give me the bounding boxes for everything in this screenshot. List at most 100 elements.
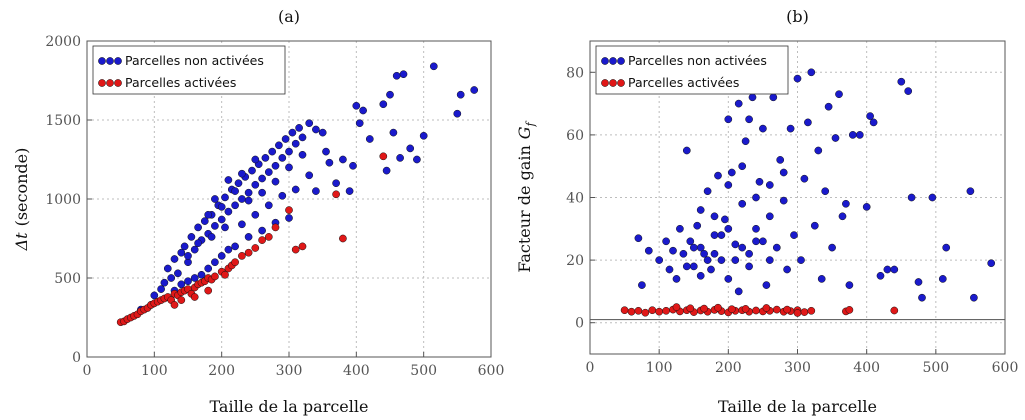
data-point-activated — [807, 306, 816, 315]
data-point-non-activated — [339, 155, 347, 164]
legend-label: Parcelles non activées — [125, 53, 264, 68]
data-point-non-activated — [828, 243, 836, 252]
data-point-non-activated — [717, 231, 726, 239]
data-point-non-activated — [783, 265, 791, 274]
data-point-non-activated — [752, 193, 760, 202]
data-point-non-activated — [731, 240, 740, 249]
data-point-non-activated — [724, 181, 733, 189]
data-point-activated — [251, 244, 260, 252]
data-point-non-activated — [217, 252, 226, 260]
data-point-activated — [890, 306, 899, 315]
legend: Parcelles non activées Parcelles activées — [595, 45, 789, 95]
data-point-non-activated — [234, 179, 243, 188]
data-point-non-activated — [672, 275, 681, 283]
data-point-non-activated — [679, 249, 688, 258]
data-point-non-activated — [396, 154, 404, 162]
data-point-non-activated — [251, 155, 260, 164]
y-axis-label-symbol: Δt — [12, 232, 31, 252]
data-point-non-activated — [752, 237, 760, 246]
data-point-activated — [620, 306, 629, 315]
x-tick-label: 500 — [922, 360, 949, 376]
data-point-non-activated — [379, 100, 388, 109]
legend-marker — [617, 79, 625, 87]
data-point-non-activated — [150, 291, 159, 300]
data-point-non-activated — [217, 203, 226, 211]
x-axis-label: Taille de la parcelle — [718, 397, 877, 416]
data-point-non-activated — [755, 177, 764, 186]
data-point-non-activated — [928, 193, 937, 202]
data-point-activated — [627, 307, 636, 316]
data-point-non-activated — [157, 285, 165, 293]
y-axis-label: Δt (seconde) — [12, 148, 31, 252]
data-point-non-activated — [693, 221, 702, 230]
y-tick-label: 60 — [566, 128, 584, 144]
data-point-non-activated — [904, 87, 913, 95]
x-tick-label: 600 — [992, 360, 1019, 376]
data-point-non-activated — [322, 147, 330, 156]
data-point-non-activated — [845, 281, 854, 289]
y-tick-label: 80 — [566, 65, 584, 81]
data-point-non-activated — [689, 243, 698, 252]
data-point-non-activated — [271, 161, 280, 170]
data-point-non-activated — [731, 256, 740, 264]
data-point-non-activated — [258, 226, 266, 235]
x-tick-label: 300 — [276, 363, 303, 379]
data-point-non-activated — [724, 275, 733, 283]
data-point-non-activated — [786, 124, 795, 133]
data-point-non-activated — [305, 171, 314, 180]
data-point-non-activated — [765, 256, 774, 264]
legend-label: Parcelles activées — [125, 75, 236, 90]
data-point-activated — [221, 270, 229, 279]
data-point-non-activated — [177, 280, 186, 289]
data-point-non-activated — [696, 206, 705, 214]
data-point-non-activated — [752, 224, 760, 233]
data-point-non-activated — [682, 262, 691, 271]
data-point-non-activated — [703, 187, 712, 196]
x-tick-label: 300 — [784, 360, 811, 376]
data-point-non-activated — [190, 245, 199, 254]
x-tick-label: 400 — [853, 360, 880, 376]
data-point-non-activated — [184, 277, 192, 286]
data-point-non-activated — [211, 258, 219, 267]
data-point-non-activated — [258, 188, 266, 197]
data-point-non-activated — [765, 181, 774, 189]
data-point-non-activated — [217, 215, 226, 224]
data-point-non-activated — [194, 239, 202, 248]
data-point-non-activated — [790, 231, 798, 239]
data-point-non-activated — [759, 124, 767, 133]
data-point-non-activated — [759, 237, 767, 246]
data-point-non-activated — [738, 199, 747, 208]
data-point-non-activated — [244, 233, 253, 241]
data-point-activated — [783, 305, 791, 314]
data-point-non-activated — [386, 90, 394, 99]
data-point-activated — [672, 303, 681, 311]
data-point-non-activated — [167, 274, 176, 282]
data-point-non-activated — [724, 115, 733, 124]
data-point-non-activated — [365, 135, 374, 143]
data-point-non-activated — [848, 131, 857, 139]
data-point-non-activated — [714, 171, 722, 180]
data-point-activated — [845, 306, 854, 314]
data-point-activated — [291, 245, 300, 254]
data-point-non-activated — [710, 212, 719, 221]
data-point-activated — [211, 272, 219, 281]
data-point-non-activated — [281, 135, 290, 143]
data-point-non-activated — [738, 243, 747, 252]
data-point-non-activated — [413, 155, 421, 164]
data-point-non-activated — [221, 223, 229, 232]
data-point-non-activated — [779, 196, 788, 205]
data-point-non-activated — [862, 203, 871, 211]
data-point-non-activated — [278, 191, 287, 200]
x-tick-label: 0 — [83, 363, 92, 379]
data-point-activated — [258, 236, 266, 244]
data-point-activated — [741, 305, 750, 313]
legend: Parcelles non activées Parcelles activées — [92, 45, 286, 95]
data-point-non-activated — [721, 215, 729, 224]
data-point-non-activated — [734, 287, 743, 296]
data-point-non-activated — [389, 128, 398, 137]
legend-marker — [106, 57, 114, 65]
data-point-non-activated — [224, 176, 233, 184]
data-point-non-activated — [419, 131, 428, 140]
data-point-non-activated — [696, 243, 705, 252]
